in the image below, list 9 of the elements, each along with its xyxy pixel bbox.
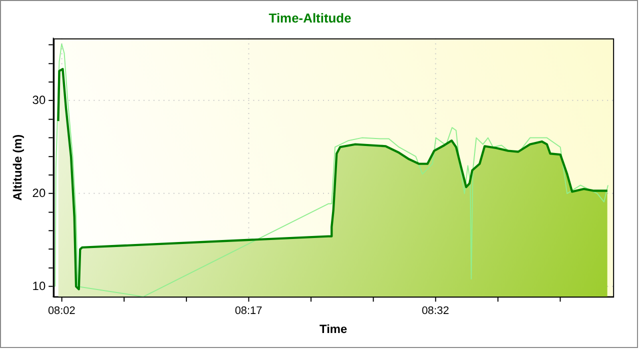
x-tick-label: 08:17 [234,305,262,318]
chart-title: Time-Altitude [268,10,352,26]
y-axis-title: Altitude (m) [10,134,24,201]
y-tick-label: 10 [32,278,46,293]
y-tick-label: 30 [32,92,46,107]
x-tick-label: 08:32 [422,305,450,318]
x-tick-label: 08:02 [48,305,76,318]
y-tick-label: 20 [32,186,46,200]
x-axis-title: Time [319,322,348,336]
